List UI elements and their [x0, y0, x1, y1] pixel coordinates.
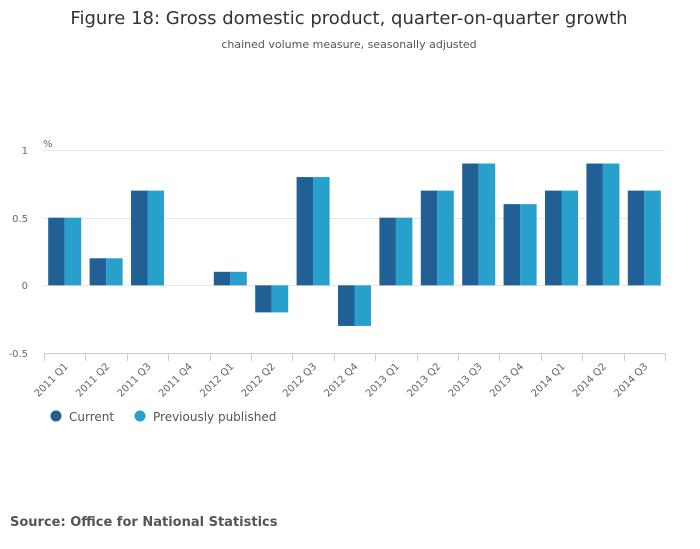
bar-previously-published [147, 190, 164, 286]
legend-label-previously-published: Previously published [153, 410, 276, 424]
bar-previously-published [561, 190, 578, 286]
bar-current [48, 217, 65, 286]
chart-subtitle: chained volume measure, seasonally adjus… [221, 38, 476, 51]
bar-current [131, 190, 148, 286]
bar-previously-published [437, 190, 454, 286]
bar-current [627, 190, 645, 286]
bar-current [255, 285, 272, 313]
bars [48, 163, 661, 326]
bar-current [462, 163, 479, 286]
bar-current [89, 258, 107, 286]
x-tick-label: 2011 Q3 [116, 361, 154, 399]
x-tick-label: 2011 Q1 [33, 361, 71, 399]
bar-previously-published [478, 163, 496, 286]
bar-current [503, 204, 521, 286]
x-tick-label: 2013 Q3 [447, 361, 485, 399]
x-tick-label: 2012 Q2 [240, 361, 278, 399]
x-tick-label: 2011 Q2 [74, 361, 112, 399]
source-note: Source: Office for National Statistics [10, 515, 278, 530]
legend-label-current: Current [69, 410, 114, 424]
x-tick-label: 2014 Q3 [612, 361, 650, 399]
bar-previously-published [313, 177, 330, 286]
y-axis-unit-label: % [43, 139, 53, 150]
bar-current [420, 190, 438, 286]
x-tick-label: 2014 Q1 [530, 361, 568, 399]
bar-current [296, 177, 314, 286]
bar-current [213, 271, 231, 286]
x-tick-label: 2013 Q4 [488, 361, 526, 399]
bar-previously-published [395, 217, 413, 286]
y-tick-label: 0.5 [12, 214, 28, 225]
x-tick-label: 2011 Q4 [157, 361, 195, 399]
y-tick-label: 1 [22, 146, 28, 157]
x-tick-label: 2012 Q3 [281, 361, 319, 399]
x-tick-label: 2013 Q2 [405, 361, 443, 399]
legend-item-previously-published[interactable]: Previously published [134, 410, 277, 424]
bar-previously-published [520, 204, 537, 286]
bar-current [379, 217, 396, 286]
bar-previously-published [354, 285, 371, 326]
y-axis-ticks: 1 0.5 0 -0.5 [8, 146, 28, 360]
legend-marker-previously-published [134, 410, 146, 422]
x-tick-label: 2014 Q2 [571, 361, 609, 399]
legend: Current Previously published [50, 410, 277, 424]
x-tick-label: 2012 Q4 [323, 361, 361, 399]
legend-marker-current [50, 410, 62, 422]
bar-current [586, 163, 603, 286]
x-axis-ticks: 2011 Q1 2011 Q2 2011 Q3 2011 Q4 2012 Q1 2012 … [33, 361, 651, 399]
bar-previously-published [602, 163, 620, 286]
bar-previously-published [64, 217, 82, 286]
bar-previously-published [230, 271, 247, 286]
bar-current [545, 190, 562, 286]
x-tick-label: 2012 Q1 [198, 361, 236, 399]
bar-previously-published [106, 258, 123, 286]
y-tick-label: -0.5 [8, 349, 28, 360]
bar-current [338, 285, 355, 326]
x-axis [44, 353, 666, 361]
bar-previously-published [644, 190, 661, 286]
y-tick-label: 0 [22, 281, 28, 292]
x-tick-label: 2013 Q1 [364, 361, 402, 399]
chart-title: Figure 18: Gross domestic product, quart… [70, 8, 627, 29]
legend-item-current[interactable]: Current [50, 410, 115, 424]
bar-previously-published [271, 285, 289, 313]
